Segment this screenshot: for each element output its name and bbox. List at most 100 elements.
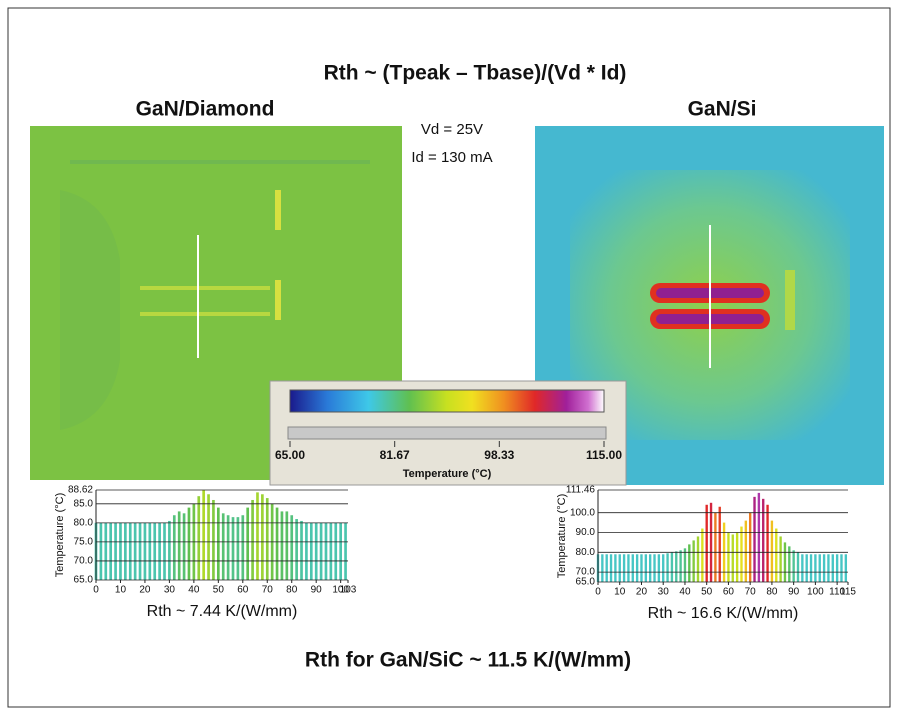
bar xyxy=(339,523,342,580)
bar xyxy=(197,496,200,580)
bar xyxy=(251,500,254,580)
x-tick-label: 80 xyxy=(286,585,298,596)
bar xyxy=(845,554,847,582)
x-tick-label: 50 xyxy=(701,587,713,598)
bar xyxy=(334,523,337,580)
bar xyxy=(666,553,668,582)
figure: 65.0081.6798.33115.00Temperature (°C) Rt… xyxy=(0,0,898,715)
bar xyxy=(168,521,171,580)
colorbar-tick-label: 65.00 xyxy=(275,448,305,462)
bar xyxy=(758,493,760,582)
y-tick-label: 75.0 xyxy=(74,537,94,548)
y-axis-label: Temperature (°C) xyxy=(54,493,66,577)
bar xyxy=(753,497,755,582)
bar xyxy=(710,503,712,582)
bar xyxy=(645,554,647,582)
y-tick-label: 100.0 xyxy=(570,507,595,518)
bar xyxy=(732,534,734,582)
y-tick-label: 70.0 xyxy=(576,567,596,578)
page: {"figure": {"title": "Rth ~ (Tpeak – Tba… xyxy=(0,0,898,715)
bar xyxy=(649,554,651,582)
bar xyxy=(658,554,660,582)
bar xyxy=(295,519,298,580)
bar xyxy=(640,554,642,582)
bar xyxy=(212,500,215,580)
bar xyxy=(290,515,293,580)
bar xyxy=(701,529,703,582)
x-tick-label: 30 xyxy=(164,585,176,596)
bar xyxy=(714,513,716,582)
bar xyxy=(836,554,838,582)
bar xyxy=(727,532,729,582)
x-tick-label: 90 xyxy=(311,585,323,596)
bar xyxy=(623,554,625,582)
bar xyxy=(606,554,608,582)
bar xyxy=(653,554,655,582)
chart-caption: Rth ~ 7.44 K/(W/mm) xyxy=(147,603,298,620)
y-tick-label: 80.0 xyxy=(576,547,596,558)
chart-caption: Rth ~ 16.6 K/(W/mm) xyxy=(648,605,799,622)
right-label: GaN/Si xyxy=(688,98,757,121)
x-tick-label: 30 xyxy=(658,587,670,598)
bar xyxy=(810,554,812,582)
bar xyxy=(601,554,603,582)
bar xyxy=(832,554,834,582)
bar xyxy=(823,554,825,582)
footer: Rth for GaN/SiC ~ 11.5 K/(W/mm) xyxy=(305,649,631,672)
bar xyxy=(320,523,323,580)
bar xyxy=(315,523,318,580)
y-tick-label: 111.46 xyxy=(566,485,596,496)
bar xyxy=(619,554,621,582)
bar xyxy=(819,554,821,582)
condition: Vd = 25V xyxy=(421,121,483,138)
bar xyxy=(636,554,638,582)
bar xyxy=(688,544,690,582)
bar xyxy=(300,521,303,580)
bar xyxy=(153,523,156,580)
bar xyxy=(246,508,249,580)
bar xyxy=(784,542,786,582)
x-tick-label: 70 xyxy=(262,585,274,596)
bar xyxy=(762,499,764,582)
x-tick-label: 115 xyxy=(840,587,856,598)
bar xyxy=(109,523,112,580)
y-tick-label: 88.62 xyxy=(68,485,93,496)
x-tick-label: 70 xyxy=(745,587,757,598)
x-tick-label: 80 xyxy=(766,587,778,598)
bar xyxy=(139,523,142,580)
bar xyxy=(173,515,176,580)
bar xyxy=(237,517,240,580)
bar xyxy=(814,554,816,582)
bar xyxy=(827,554,829,582)
bar xyxy=(232,517,235,580)
bar xyxy=(771,521,773,582)
colorbar-label: Temperature (°C) xyxy=(403,468,492,480)
bar xyxy=(241,515,244,580)
bar xyxy=(178,511,181,580)
bar xyxy=(100,523,103,580)
colorbar-tick-label: 81.67 xyxy=(380,448,410,462)
bar xyxy=(276,508,279,580)
x-tick-label: 60 xyxy=(723,587,735,598)
bar xyxy=(119,523,122,580)
bar xyxy=(806,554,808,582)
bar xyxy=(740,527,742,582)
bar xyxy=(163,523,166,580)
y-axis-label: Temperature (°C) xyxy=(556,494,568,578)
bar xyxy=(792,550,794,582)
y-tick-label: 80.0 xyxy=(74,517,94,528)
bar xyxy=(305,523,308,580)
bar xyxy=(148,523,151,580)
x-tick-label: 10 xyxy=(614,587,626,598)
bar xyxy=(779,536,781,582)
x-tick-label: 20 xyxy=(139,585,151,596)
bar xyxy=(632,554,634,582)
bar xyxy=(627,554,629,582)
bar xyxy=(679,550,681,582)
bar xyxy=(745,521,747,582)
colorbar-tick-label: 98.33 xyxy=(484,448,514,462)
bar xyxy=(217,508,220,580)
bar xyxy=(662,554,664,582)
